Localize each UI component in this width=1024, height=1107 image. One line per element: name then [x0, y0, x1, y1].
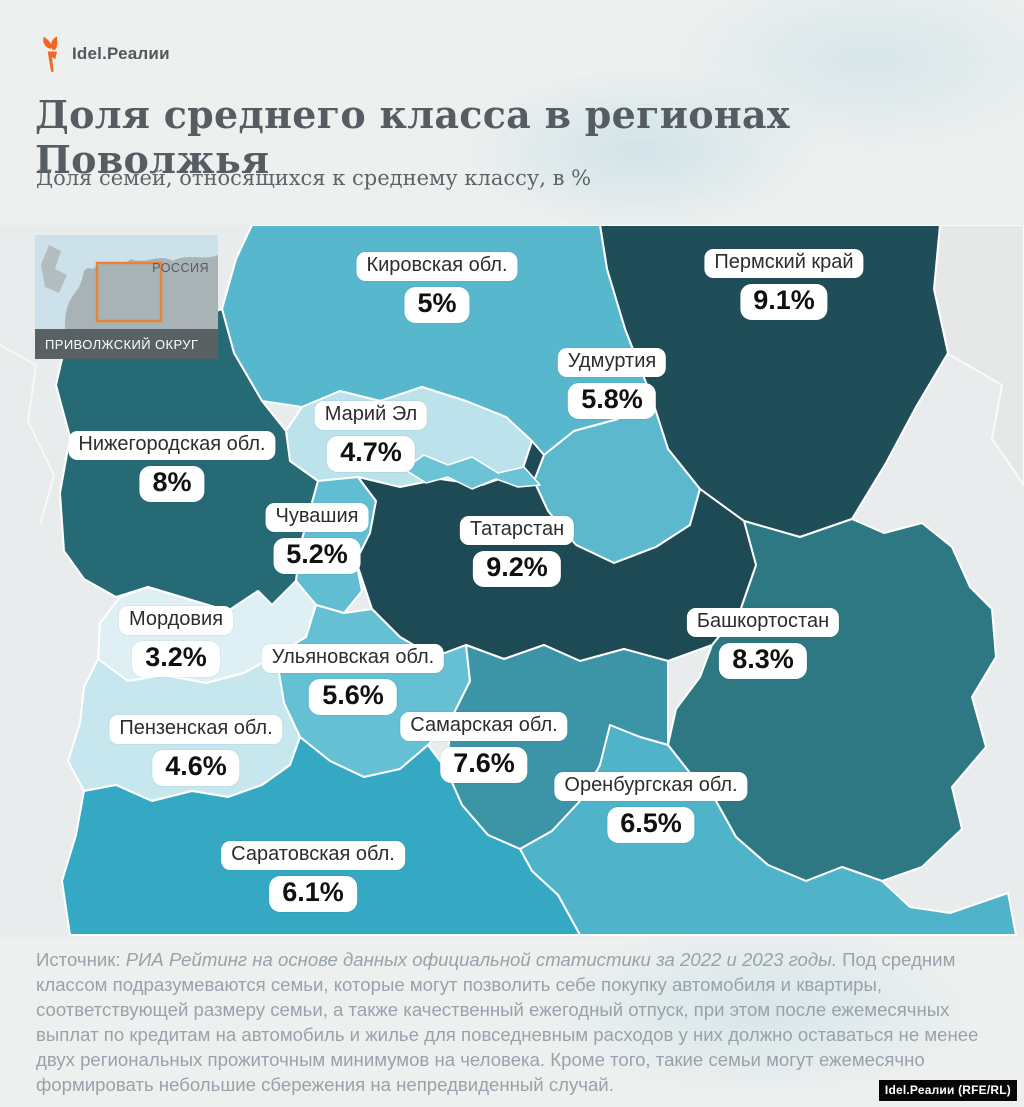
- region-value: 7.6%: [440, 747, 528, 783]
- choropleth-map: РОССИЯ ПРИВОЛЖСКИЙ ОКРУГ Кировская обл. …: [0, 225, 1024, 937]
- inset-locator-map: РОССИЯ ПРИВОЛЖСКИЙ ОКРУГ: [35, 235, 218, 359]
- region-value: 6.5%: [607, 807, 695, 843]
- region-value: 6.1%: [269, 876, 357, 912]
- source-note: Источник: РИА Рейтинг на основе данных о…: [36, 948, 998, 1097]
- region-label: Пензенская обл. 4.6%: [109, 715, 283, 786]
- region-label: Саратовская обл. 6.1%: [221, 841, 405, 912]
- region-value: 3.2%: [132, 641, 220, 677]
- region-label: Оренбургская обл. 6.5%: [554, 772, 748, 843]
- page-subtitle: Доля семей, относящихся к среднему класс…: [36, 166, 592, 190]
- neighbor-border: [0, 344, 56, 526]
- region-name: Кировская обл.: [356, 252, 518, 281]
- credit-badge: Idel.Реалии (RFE/RL): [878, 1080, 1017, 1101]
- inset-highlight-rect: [95, 261, 163, 323]
- region-value: 9.2%: [473, 551, 561, 587]
- region-name: Ульяновская обл.: [261, 644, 445, 673]
- brand-name: Idel.Реалии: [72, 44, 170, 63]
- region-name: Татарстан: [459, 516, 575, 545]
- region-name: Чувашия: [265, 503, 369, 532]
- region-name: Саратовская обл.: [221, 841, 405, 870]
- reservoir-shape: [403, 454, 541, 490]
- region-value: 5.6%: [309, 679, 397, 715]
- region-name: Пензенская обл.: [109, 715, 283, 744]
- inset-scandinavia-shape: [41, 245, 67, 293]
- region-value: 8%: [139, 466, 205, 502]
- region-name: Самарская обл.: [400, 712, 568, 741]
- region-saratovskaya: [61, 736, 581, 936]
- region-label: Ульяновская обл. 5.6%: [261, 644, 445, 715]
- region-value: 5.2%: [273, 538, 361, 574]
- region-label: Кировская обл. 5%: [356, 252, 518, 323]
- region-label: Самарская обл. 7.6%: [400, 712, 568, 783]
- source-reference: РИА Рейтинг на основе данных официальной…: [125, 949, 838, 970]
- region-value: 5.8%: [568, 383, 656, 419]
- inset-country-label: РОССИЯ: [152, 261, 209, 275]
- region-label: Башкортостан 8.3%: [686, 608, 840, 679]
- region-value: 4.6%: [152, 750, 240, 786]
- region-label: Марий Эл 4.7%: [314, 401, 428, 472]
- inset-caption: ПРИВОЛЖСКИЙ ОКРУГ: [35, 329, 218, 359]
- inset-map-graphic: [35, 235, 218, 329]
- region-label: Мордовия 3.2%: [118, 606, 234, 677]
- source-prefix: Источник:: [36, 949, 126, 970]
- region-name: Оренбургская обл.: [554, 772, 748, 801]
- region-name: Удмуртия: [557, 348, 667, 377]
- region-name: Мордовия: [118, 606, 234, 635]
- brand-logo[interactable]: Idel.Реалии: [38, 36, 170, 72]
- inset-russia-shape: [65, 255, 218, 329]
- page-title: Доля среднего класса в регионах Поволжья: [35, 92, 790, 182]
- inset-map-area: РОССИЯ: [35, 235, 218, 329]
- region-value: 8.3%: [719, 643, 807, 679]
- region-label: Чувашия 5.2%: [265, 503, 369, 574]
- region-label: Пермский край 9.1%: [704, 249, 864, 320]
- region-value: 4.7%: [327, 436, 415, 472]
- region-name: Пермский край: [704, 249, 864, 278]
- region-name: Нижегородская обл.: [68, 431, 276, 460]
- torch-flame-icon: [43, 36, 58, 72]
- region-value: 9.1%: [740, 284, 828, 320]
- region-name: Башкортостан: [686, 608, 840, 637]
- region-label: Нижегородская обл. 8%: [68, 431, 276, 502]
- source-description: Под средним классом подразумеваются семь…: [36, 949, 979, 1095]
- region-label: Удмуртия 5.8%: [557, 348, 667, 419]
- region-value: 5%: [404, 287, 470, 323]
- region-name: Марий Эл: [314, 401, 428, 430]
- region-label: Татарстан 9.2%: [459, 516, 575, 587]
